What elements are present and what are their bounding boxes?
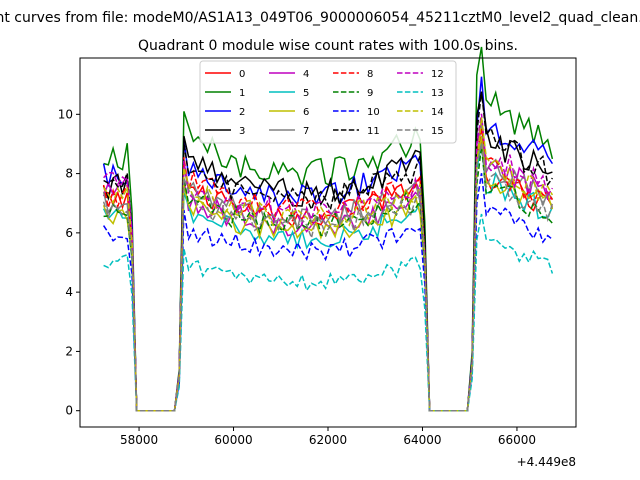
y-tick-label: 4	[65, 285, 73, 299]
legend-entry: 11	[333, 126, 380, 137]
series-line-15	[102, 143, 554, 412]
x-axis: 58000 60000 62000 64000 66000	[120, 427, 536, 447]
legend-label: 1	[239, 88, 245, 99]
legend-entry: 14	[397, 107, 444, 118]
legend-label: 14	[431, 107, 444, 118]
legend-label: 2	[239, 107, 245, 118]
legend-entry: 7	[269, 126, 309, 137]
legend-label: 8	[367, 69, 373, 80]
legend-label: 4	[303, 69, 309, 80]
legend-entry: 4	[269, 69, 309, 80]
legend-label: 15	[431, 126, 444, 137]
legend-label: 3	[239, 126, 245, 137]
series-layer	[102, 46, 554, 412]
legend-entry: 10	[333, 107, 380, 118]
legend-entry: 9	[333, 88, 373, 99]
series-line-10	[102, 173, 553, 412]
legend-label: 5	[303, 88, 309, 99]
legend-entry: 8	[333, 69, 373, 80]
x-tick-label: 60000	[214, 433, 252, 447]
x-tick-label: 62000	[309, 433, 347, 447]
legend-label: 11	[367, 126, 380, 137]
x-tick-label: 58000	[120, 433, 158, 447]
legend-label: 13	[431, 88, 444, 99]
y-tick-label: 0	[65, 404, 73, 418]
y-tick-label: 2	[65, 344, 73, 358]
legend-label: 6	[303, 107, 309, 118]
legend-entry: 15	[397, 126, 444, 137]
legend-entry: 3	[205, 126, 245, 137]
legend-label: 0	[239, 69, 245, 80]
legend-entry: 0	[205, 69, 245, 80]
x-offset-label: +4.449e8	[517, 455, 576, 469]
y-tick-label: 10	[58, 107, 73, 121]
y-tick-label: 8	[65, 167, 73, 181]
legend-label: 10	[367, 107, 380, 118]
x-tick-label: 64000	[403, 433, 441, 447]
x-tick-label: 66000	[498, 433, 536, 447]
legend-label: 7	[303, 126, 309, 137]
legend-entry: 5	[269, 88, 309, 99]
legend-entry: 12	[397, 69, 444, 80]
series-line-11	[103, 91, 554, 412]
legend-frame	[199, 60, 457, 144]
chart-title: Quadrant 0 module wise count rates with …	[138, 38, 518, 54]
legend-label: 12	[431, 69, 444, 80]
legend-entry: 2	[205, 107, 245, 118]
y-tick-label: 6	[65, 226, 73, 240]
series-line-12	[103, 113, 554, 412]
series-line-13	[103, 213, 554, 412]
y-axis: 0 2 4 6 8 10	[58, 107, 80, 418]
legend-label: 9	[367, 88, 373, 99]
legend-entry: 6	[269, 107, 309, 118]
figure-suptitle: Light curves from file: modeM0/AS1A13_04…	[0, 10, 640, 26]
legend-entry: 13	[397, 88, 444, 99]
legend-entry: 1	[205, 88, 245, 99]
